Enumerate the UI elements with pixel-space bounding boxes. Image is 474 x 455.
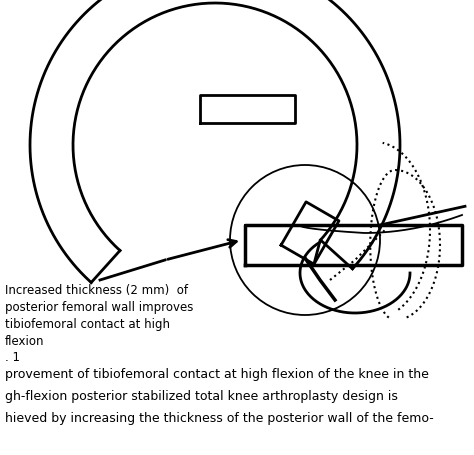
Text: Increased thickness (2 mm)  of
posterior femoral wall improves
tibiofemoral cont: Increased thickness (2 mm) of posterior … — [5, 283, 193, 347]
Polygon shape — [245, 226, 462, 265]
Text: gh-flexion posterior stabilized total knee arthroplasty design is: gh-flexion posterior stabilized total kn… — [5, 389, 398, 402]
Text: provement of tibiofemoral contact at high flexion of the knee in the: provement of tibiofemoral contact at hig… — [5, 367, 429, 380]
Text: hieved by increasing the thickness of the posterior wall of the femo-: hieved by increasing the thickness of th… — [5, 411, 434, 424]
Text: . 1: . 1 — [5, 350, 20, 363]
